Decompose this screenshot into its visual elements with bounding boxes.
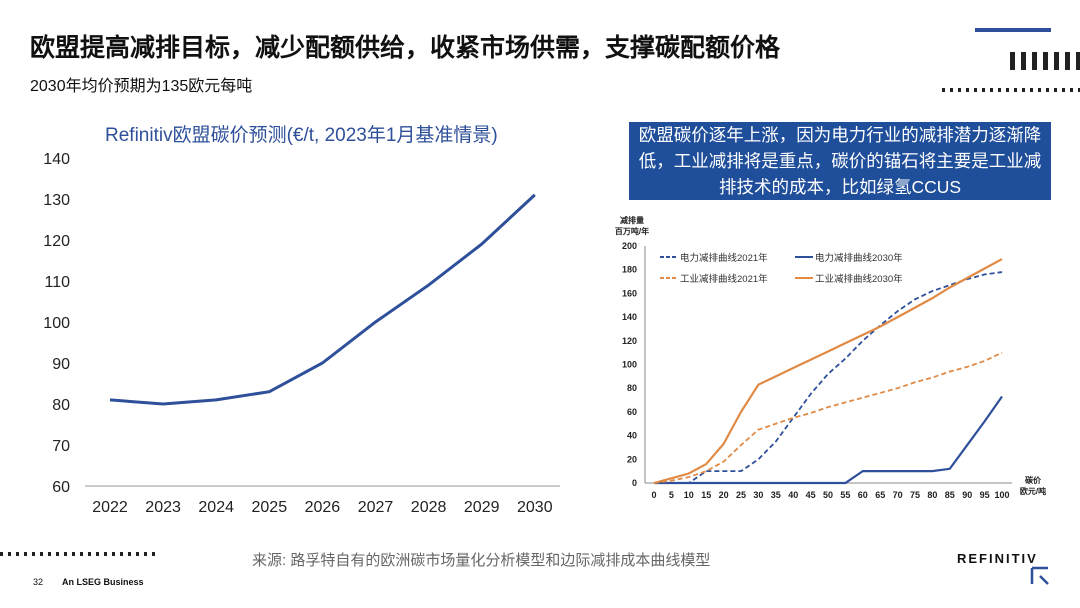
series-line <box>654 395 1003 485</box>
y-tick-label: 20 <box>627 454 637 464</box>
dotted-decoration-bottom <box>0 552 158 556</box>
y-tick-label: 120 <box>622 336 637 346</box>
left-chart-title: Refinitiv欧盟碳价预测(€/t, 2023年1月基准情景) <box>105 125 498 146</box>
price-line <box>109 193 536 406</box>
x-tick-label: 15 <box>701 490 711 500</box>
x-tick-label: 25 <box>736 490 746 500</box>
callout-box: 欧盟碳价逐年上涨，因为电力行业的减排潜力逐渐降低，工业减排将是重点，碳价的锚石将… <box>629 122 1051 200</box>
x-tick-label: 2028 <box>411 499 447 516</box>
barcode-decoration <box>1010 52 1080 70</box>
y-tick-label: 100 <box>43 315 70 332</box>
page-subtitle: 2030年均价预期为135欧元每吨 <box>30 78 253 95</box>
x-tick-label: 30 <box>753 490 763 500</box>
x-tick-label: 45 <box>806 490 816 500</box>
x-tick-label: 60 <box>858 490 868 500</box>
x-tick-label: 40 <box>788 490 798 500</box>
y-tick-label: 100 <box>622 360 637 370</box>
y-tick-label: 160 <box>622 288 637 298</box>
legend-label: 电力减排曲线2030年 <box>815 252 903 264</box>
x-tick-label: 2022 <box>92 499 128 516</box>
x-tick-label: 2026 <box>305 499 341 516</box>
x-tick-label: 85 <box>945 490 955 500</box>
y-tick-label: 90 <box>52 356 70 373</box>
y-tick-label: 0 <box>632 478 637 488</box>
refinitiv-logo-mark <box>1030 566 1049 585</box>
page-title: 欧盟提高减排目标，减少配额供给，收紧市场供需，支撑碳配额价格 <box>30 34 781 62</box>
x-tick-label: 70 <box>893 490 903 500</box>
x-tick-label: 80 <box>927 490 937 500</box>
x-axis-label: 欧元/吨 <box>1020 486 1046 496</box>
x-tick-label: 95 <box>980 490 990 500</box>
tagline: An LSEG Business <box>62 577 144 587</box>
y-axis-label: 减排量 <box>620 215 644 225</box>
x-axis-label: 碳价 <box>1025 475 1042 485</box>
y-tick-label: 60 <box>627 407 637 417</box>
y-tick-label: 140 <box>622 312 637 322</box>
series-line <box>653 258 1003 485</box>
x-tick-label: 100 <box>994 490 1009 500</box>
y-tick-label: 80 <box>52 397 70 414</box>
x-tick-label: 75 <box>910 490 920 500</box>
y-tick-label: 120 <box>43 233 70 250</box>
source-note: 来源: 路孚特自有的欧洲碳市场量化分析模型和边际减排成本曲线模型 <box>252 552 711 569</box>
x-tick-label: 20 <box>719 490 729 500</box>
x-tick-label: 35 <box>771 490 781 500</box>
x-tick-label: 10 <box>684 490 694 500</box>
x-tick-label: 2024 <box>198 499 234 516</box>
series-line <box>654 271 1003 484</box>
accent-bar <box>975 28 1051 32</box>
x-tick-label: 5 <box>669 490 674 500</box>
x-tick-label: 55 <box>840 490 850 500</box>
y-axis-label: 百万吨/年 <box>615 226 649 236</box>
legend-label: 工业减排曲线2030年 <box>815 273 903 285</box>
refinitiv-logo: REFINITIV <box>957 551 1038 566</box>
dotted-decoration <box>942 88 1080 92</box>
legend-label: 电力减排曲线2021年 <box>680 252 768 264</box>
y-tick-label: 70 <box>52 438 70 455</box>
series-line <box>653 351 1003 484</box>
x-tick-label: 2025 <box>252 499 288 516</box>
x-tick-label: 0 <box>651 490 656 500</box>
x-tick-label: 2029 <box>464 499 500 516</box>
x-tick-label: 90 <box>962 490 972 500</box>
y-tick-label: 110 <box>44 274 70 291</box>
y-tick-label: 60 <box>52 479 70 496</box>
x-tick-label: 2023 <box>145 499 181 516</box>
y-tick-label: 130 <box>43 192 70 209</box>
y-tick-label: 200 <box>622 241 637 251</box>
x-tick-label: 50 <box>823 490 833 500</box>
page-number: 32 <box>33 577 44 587</box>
x-tick-label: 65 <box>875 490 885 500</box>
y-tick-label: 140 <box>43 151 70 168</box>
y-tick-label: 80 <box>627 383 637 393</box>
legend-label: 工业减排曲线2021年 <box>680 273 768 285</box>
x-tick-label: 2030 <box>517 499 553 516</box>
y-tick-label: 180 <box>622 265 637 275</box>
x-tick-label: 2027 <box>358 499 394 516</box>
y-tick-label: 40 <box>627 431 637 441</box>
